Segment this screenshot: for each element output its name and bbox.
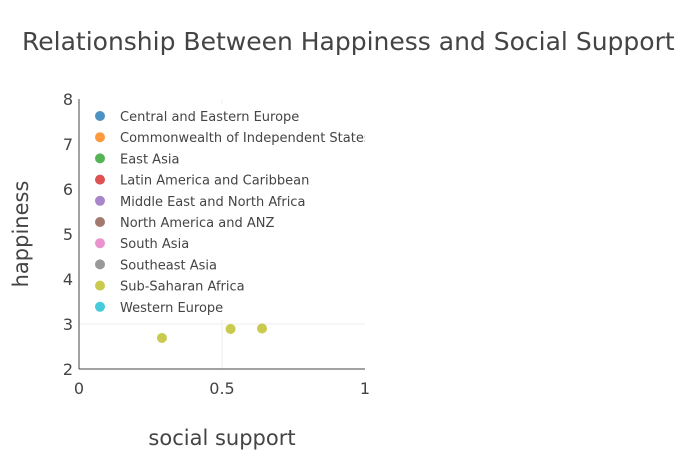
- legend-label: East Asia: [120, 152, 179, 167]
- legend-label: Commonwealth of Independent States: [120, 131, 371, 146]
- x-tick-label: 0: [74, 379, 84, 398]
- y-tick-label: 3: [63, 315, 73, 334]
- legend-label: South Asia: [120, 237, 189, 252]
- legend-label: Latin America and Caribbean: [120, 174, 309, 189]
- chart-title: Relationship Between Happiness and Socia…: [22, 27, 675, 56]
- data-points: [157, 324, 267, 343]
- legend-marker: [95, 175, 105, 185]
- y-tick-label: 2: [63, 360, 73, 379]
- legend-marker: [95, 132, 105, 142]
- legend-marker: [95, 111, 105, 121]
- y-tick-label: 4: [63, 270, 73, 289]
- data-point[interactable]: [257, 324, 267, 334]
- legend-label: Central and Eastern Europe: [120, 110, 299, 125]
- legend-marker: [95, 217, 105, 227]
- legend-item[interactable]: Commonwealth of Independent States: [95, 131, 371, 146]
- y-axis-label: happiness: [9, 181, 33, 288]
- legend-item[interactable]: Middle East and North Africa: [95, 195, 305, 210]
- legend-marker: [95, 281, 105, 291]
- legend-marker: [95, 302, 105, 312]
- legend-marker: [95, 259, 105, 269]
- data-point[interactable]: [226, 324, 236, 334]
- legend-label: Western Europe: [120, 301, 223, 316]
- legend-item[interactable]: Central and Eastern Europe: [95, 110, 299, 125]
- x-tick-label: 0.5: [209, 379, 234, 398]
- legend-label: North America and ANZ: [120, 216, 274, 231]
- x-axis-label: social support: [148, 426, 295, 450]
- legend-marker: [95, 153, 105, 163]
- x-tick-label: 1: [360, 379, 370, 398]
- legend-item[interactable]: Latin America and Caribbean: [95, 174, 309, 189]
- legend-marker: [95, 196, 105, 206]
- y-tick-label: 7: [63, 135, 73, 154]
- legend-marker: [95, 238, 105, 248]
- legend-label: Middle East and North Africa: [120, 195, 305, 210]
- legend[interactable]: Central and Eastern Europe Commonwealth o…: [80, 104, 371, 320]
- legend-label: Southeast Asia: [120, 258, 217, 273]
- legend-label: Sub-Saharan Africa: [120, 280, 245, 295]
- legend-item[interactable]: North America and ANZ: [95, 216, 274, 231]
- data-point[interactable]: [157, 333, 167, 343]
- y-tick-label: 5: [63, 225, 73, 244]
- y-tick-label: 8: [63, 90, 73, 109]
- y-tick-label: 6: [63, 180, 73, 199]
